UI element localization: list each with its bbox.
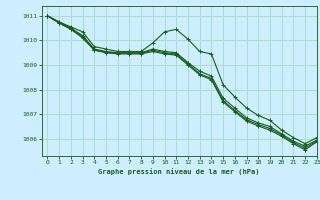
X-axis label: Graphe pression niveau de la mer (hPa): Graphe pression niveau de la mer (hPa): [99, 168, 260, 175]
